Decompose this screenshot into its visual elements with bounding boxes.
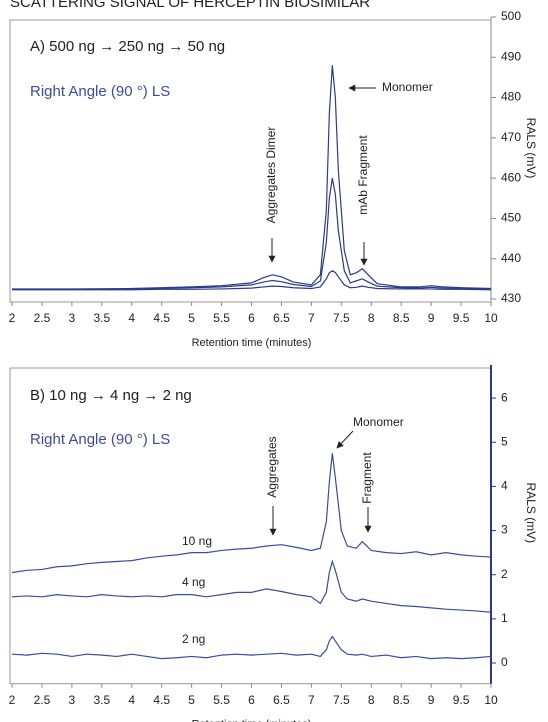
plot-frame	[9, 367, 492, 685]
series-label: 2 ng	[182, 632, 205, 646]
x-tick-label: 4	[128, 693, 135, 707]
x-tick-label: 2	[9, 693, 16, 707]
y-tick-label: 450	[501, 211, 521, 225]
plot-frame	[9, 19, 492, 303]
x-tick-label: 7	[308, 693, 315, 707]
y-tick-label: 500	[501, 9, 521, 23]
x-tick-label: 9	[428, 311, 435, 325]
trace	[11, 453, 492, 574]
y-tick-label: 0	[501, 655, 508, 669]
x-tick-label: 6	[248, 311, 255, 325]
annotation: A) 500 ng → 250 ng → 50 ng	[30, 38, 225, 55]
x-tick-label: 5.5	[213, 693, 230, 707]
x-tick-label: 3.5	[93, 311, 110, 325]
y-tick-label: 490	[501, 49, 521, 63]
annotation: B) 10 ng → 4 ng → 2 ng	[30, 387, 192, 404]
y-tick-label: 440	[501, 251, 521, 265]
trace	[12, 65, 492, 290]
x-tick-label: 7.5	[333, 693, 350, 707]
y-tick-label: 470	[501, 130, 521, 144]
x-tick-label: 6	[248, 693, 255, 707]
x-tick-label: 4.5	[153, 311, 170, 325]
annotation-arrow	[336, 430, 354, 449]
y-tick-label: 460	[501, 170, 521, 184]
annotation: Monomer	[382, 80, 433, 94]
x-tick-label: 4.5	[153, 693, 170, 707]
x-tick-label: 3	[69, 311, 76, 325]
x-tick-label: 2.5	[34, 693, 51, 707]
trace	[12, 270, 492, 291]
y-axis-label: RALS (mV)	[524, 118, 538, 179]
x-tick-label: 8	[368, 693, 375, 707]
y-tick-label: 480	[501, 90, 521, 104]
trace	[11, 635, 492, 660]
y-tick-label: 4	[501, 479, 508, 493]
x-tick-label: 7	[308, 311, 315, 325]
series-label: 4 ng	[182, 575, 205, 589]
x-tick-label: 3.5	[93, 693, 110, 707]
x-tick-label: 6.5	[273, 693, 290, 707]
x-tick-label: 2.5	[34, 311, 51, 325]
y-tick-label: 2	[501, 567, 508, 581]
x-tick-label: 9	[428, 693, 435, 707]
y-tick-label: 430	[501, 291, 521, 305]
annotation: Aggregates Dimer	[264, 127, 278, 224]
y-tick-label: 5	[501, 434, 508, 448]
annotation: Right Angle (90 °) LS	[30, 83, 170, 100]
y-tick-label: 6	[501, 390, 508, 404]
x-tick-label: 5	[188, 311, 195, 325]
series-label: 10 ng	[182, 534, 212, 548]
trace	[12, 178, 492, 290]
x-tick-label: 9.5	[453, 693, 470, 707]
figure-title: SCATTERING SIGNAL OF HERCEPTIN BIOSIMILA…	[10, 0, 370, 11]
x-tick-label: 10	[484, 693, 498, 707]
x-axis-label: Retention time (minutes)	[192, 719, 312, 722]
annotation: Fragment	[360, 452, 374, 504]
trace	[11, 559, 492, 613]
y-axis-label: RALS (mV)	[524, 483, 538, 544]
x-tick-label: 5	[188, 693, 195, 707]
annotation: Right Angle (90 °) LS	[30, 431, 170, 448]
x-tick-label: 10	[484, 311, 498, 325]
annotation: Monomer	[353, 415, 404, 429]
x-axis-label: Retention time (minutes)	[192, 337, 312, 349]
annotation: mAb Fragment	[356, 135, 370, 215]
x-tick-label: 8	[368, 311, 375, 325]
x-tick-label: 8.5	[393, 693, 410, 707]
x-tick-label: 3	[69, 693, 76, 707]
x-tick-label: 8.5	[393, 311, 410, 325]
x-tick-label: 9.5	[453, 311, 470, 325]
x-tick-label: 5.5	[213, 311, 230, 325]
x-tick-label: 7.5	[333, 311, 350, 325]
x-tick-label: 2	[9, 311, 16, 325]
y-tick-label: 3	[501, 523, 508, 537]
x-tick-label: 6.5	[273, 311, 290, 325]
y-tick-label: 1	[501, 611, 508, 625]
annotation: Aggregates	[265, 436, 279, 497]
x-tick-label: 4	[128, 311, 135, 325]
